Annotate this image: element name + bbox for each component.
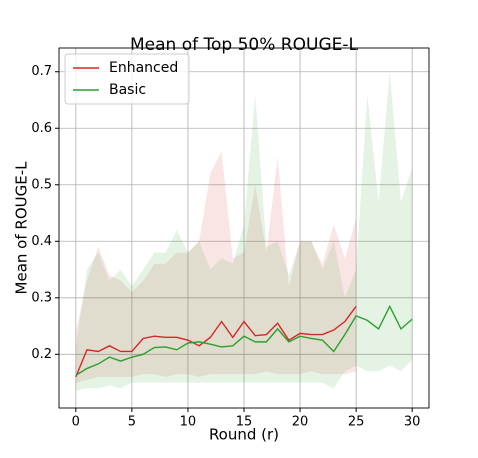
y-tick-label: 0.6 — [31, 121, 52, 136]
line — [75, 304, 413, 376]
chart-title: Mean of Top 50% ROUGE-L — [130, 35, 358, 55]
y-tick-label: 0.5 — [31, 177, 52, 192]
x-tick-label: 5 — [128, 415, 136, 430]
plot-frame — [58, 47, 430, 409]
y-tick-label: 0.2 — [31, 347, 52, 362]
legend-label: Basic — [109, 82, 146, 98]
x-tick-label: 0 — [72, 415, 80, 430]
x-tick-label: 25 — [348, 415, 365, 430]
x-tick-label: 15 — [236, 415, 253, 430]
band — [75, 150, 357, 383]
line — [75, 305, 357, 378]
x-axis-label: Round (r) — [209, 426, 279, 444]
legend-box — [64, 53, 190, 105]
y-tick-label: 0.4 — [31, 234, 52, 249]
band — [75, 71, 413, 392]
legend-label: Enhanced — [109, 60, 178, 76]
y-axis-label: Mean of ROUGE-L — [13, 161, 31, 295]
y-tick-label: 0.7 — [31, 64, 52, 79]
y-tick-label: 0.3 — [31, 290, 52, 305]
x-tick-label: 20 — [292, 415, 309, 430]
x-tick-label: 10 — [180, 415, 197, 430]
x-tick-label: 30 — [404, 415, 421, 430]
